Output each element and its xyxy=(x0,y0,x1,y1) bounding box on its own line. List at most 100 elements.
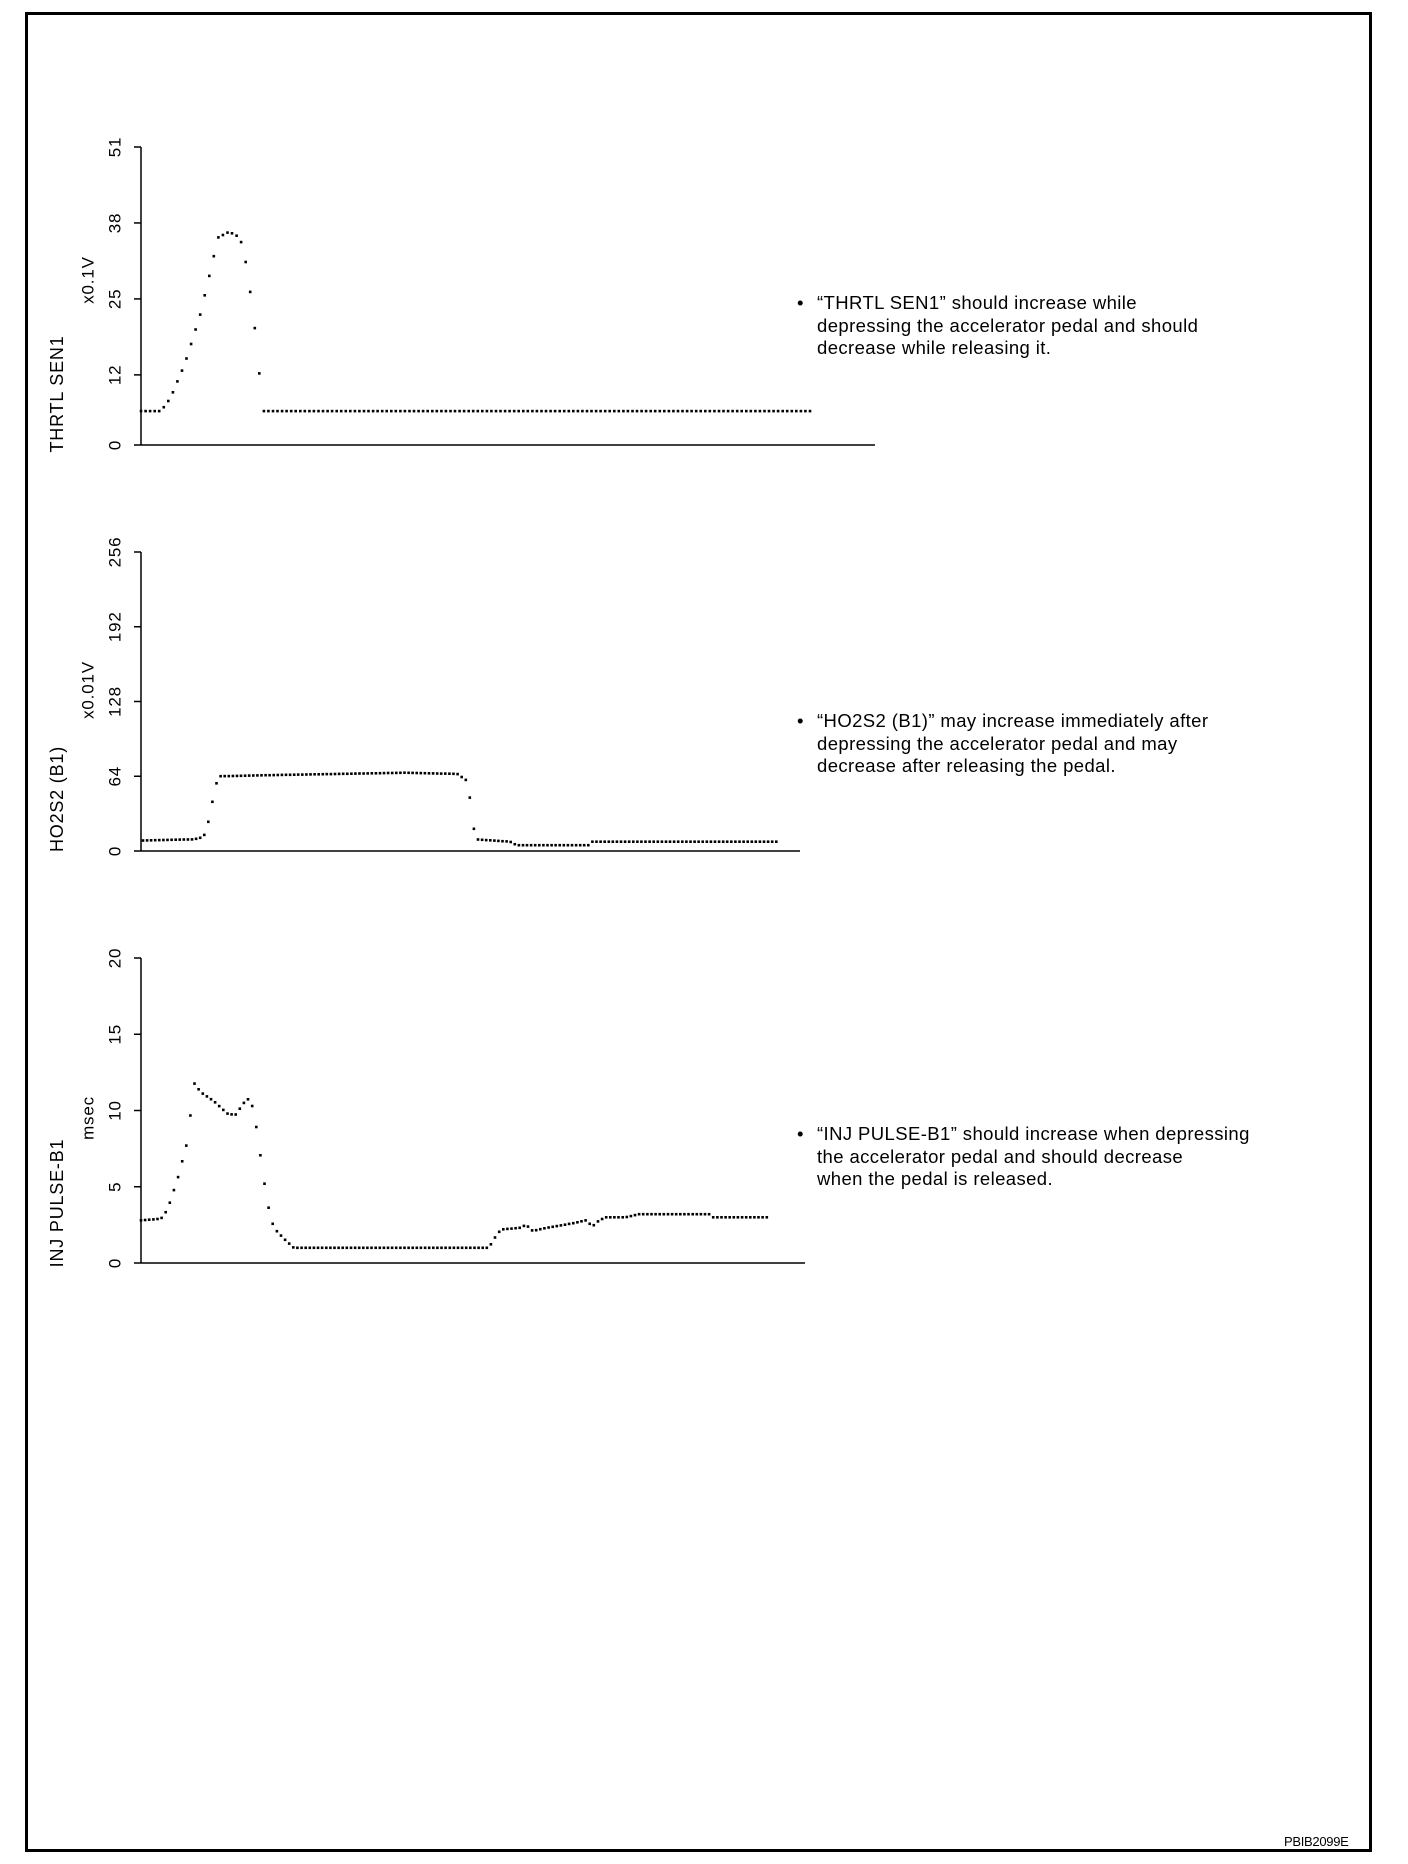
data-point xyxy=(156,1217,159,1221)
data-point xyxy=(158,838,161,842)
data-point xyxy=(448,1246,452,1250)
data-point xyxy=(219,774,222,778)
data-point xyxy=(615,840,619,843)
data-point xyxy=(795,409,798,413)
data-point xyxy=(321,772,325,776)
data-point xyxy=(763,409,766,413)
data-point xyxy=(394,409,398,413)
data-point xyxy=(713,409,716,413)
data-point xyxy=(354,772,357,775)
data-point xyxy=(390,771,394,775)
data-point xyxy=(562,409,566,413)
data-point xyxy=(808,409,812,413)
data-point xyxy=(448,772,451,775)
data-point xyxy=(473,1246,476,1250)
data-point xyxy=(480,838,484,842)
data-point xyxy=(166,838,169,842)
data-point xyxy=(506,1227,509,1231)
data-point xyxy=(749,409,753,413)
data-point xyxy=(145,839,149,842)
data-point xyxy=(189,342,193,346)
data-point xyxy=(717,409,721,413)
data-point xyxy=(460,1246,464,1250)
data-point xyxy=(337,1246,340,1250)
data-point xyxy=(623,840,627,843)
data-point xyxy=(244,260,247,264)
data-point xyxy=(403,409,407,413)
data-point xyxy=(599,409,602,413)
data-point xyxy=(501,839,504,843)
data-point xyxy=(554,843,557,847)
y-tick-label: 192 xyxy=(106,611,125,642)
data-point xyxy=(804,409,807,413)
data-point xyxy=(493,1236,497,1239)
data-point xyxy=(234,1113,237,1116)
note-line: “THRTL SEN1” should increase while xyxy=(817,292,1137,313)
data-point xyxy=(242,1101,246,1105)
data-point xyxy=(153,838,157,842)
y-axis-unit: x0.01V xyxy=(79,661,98,719)
data-point xyxy=(250,1104,254,1108)
data-point xyxy=(703,1212,707,1216)
data-point xyxy=(572,409,575,413)
data-point xyxy=(325,772,329,776)
data-point xyxy=(558,409,561,413)
data-point xyxy=(313,773,316,776)
y-tick-label: 0 xyxy=(106,440,125,450)
data-point xyxy=(194,837,198,841)
data-point xyxy=(253,326,257,330)
data-point xyxy=(745,409,748,413)
data-point xyxy=(640,409,643,413)
data-point xyxy=(687,1212,690,1216)
data-point xyxy=(753,1216,756,1219)
data-point xyxy=(411,1246,414,1250)
data-point xyxy=(382,1246,386,1250)
data-point xyxy=(720,1216,723,1219)
data-point xyxy=(148,409,152,413)
data-point xyxy=(558,843,561,847)
y-axis-label: HO2S2 (B1) xyxy=(47,746,67,852)
y-tick-label: 20 xyxy=(106,948,125,969)
data-point xyxy=(426,409,429,413)
data-point xyxy=(172,1188,176,1192)
data-point xyxy=(584,1219,587,1222)
data-point xyxy=(662,1212,666,1216)
data-point xyxy=(382,771,386,775)
data-point xyxy=(386,1246,390,1250)
data-point xyxy=(317,409,320,413)
data-point xyxy=(590,409,593,413)
data-point xyxy=(574,843,578,847)
data-point xyxy=(394,1246,398,1250)
data-point xyxy=(432,1246,435,1250)
data-point xyxy=(587,843,590,847)
data-point xyxy=(681,409,684,413)
data-point xyxy=(484,838,488,842)
data-point xyxy=(403,1246,406,1250)
data-point xyxy=(728,1216,731,1219)
y-tick-label: 256 xyxy=(106,537,125,568)
data-point xyxy=(395,771,398,775)
data-point xyxy=(462,409,466,413)
data-point xyxy=(725,840,729,843)
data-point xyxy=(596,1220,600,1223)
data-point xyxy=(761,1216,764,1219)
data-point xyxy=(193,1082,196,1085)
data-point xyxy=(708,409,712,413)
data-point xyxy=(581,409,584,413)
y-tick-label: 5 xyxy=(106,1182,125,1192)
y-tick-label: 15 xyxy=(106,1024,125,1045)
data-point xyxy=(685,409,689,413)
data-point xyxy=(676,840,680,843)
data-point xyxy=(256,774,259,777)
data-point xyxy=(371,409,375,413)
data-point xyxy=(734,840,737,843)
data-point xyxy=(485,1246,489,1250)
y-tick-label: 0 xyxy=(106,846,125,856)
data-point xyxy=(370,772,374,775)
data-point xyxy=(171,391,175,394)
data-point xyxy=(385,409,388,413)
data-point xyxy=(252,774,255,777)
data-point xyxy=(287,1242,291,1245)
data-point xyxy=(152,1218,155,1221)
data-point xyxy=(279,1234,283,1237)
